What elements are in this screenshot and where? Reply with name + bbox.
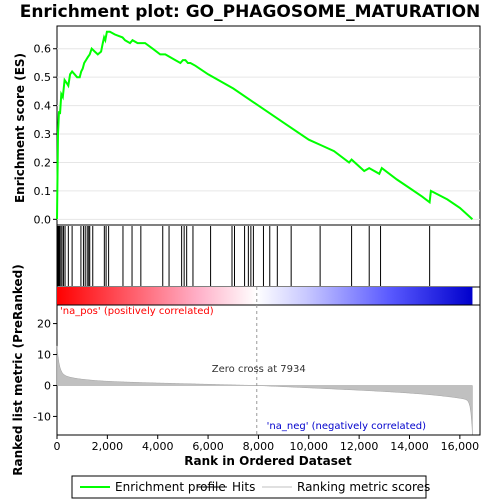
x-tick-label: 4,000 (142, 440, 174, 453)
x-tick-label: 10,000 (290, 440, 329, 453)
x-tick-label: 2,000 (92, 440, 124, 453)
es-panel-frame (57, 26, 480, 225)
x-tick-label: 16,000 (441, 440, 480, 453)
rank-axis-label: Rank in Ordered Dataset (184, 454, 352, 468)
legend-label: Hits (232, 480, 255, 494)
hits-panel-frame (57, 225, 480, 287)
metric-ytick-label: -10 (33, 410, 51, 423)
es-ytick-label: 0.6 (34, 43, 52, 56)
es-ytick-label: 0.5 (34, 71, 52, 84)
x-tick-label: 0 (54, 440, 61, 453)
x-tick-label: 14,000 (390, 440, 429, 453)
metric-axis-label: Ranked list metric (PreRanked) (11, 264, 25, 476)
es-ytick-label: 0.0 (34, 213, 52, 226)
positive-correlation-label: 'na_pos' (positively correlated) (60, 306, 214, 317)
x-tick-label: 8,000 (243, 440, 275, 453)
metric-ytick-label: 0 (44, 379, 51, 392)
rank-color-band (57, 287, 472, 305)
legend-label: Ranking metric scores (297, 480, 430, 494)
chart-title: Enrichment plot: GO_PHAGOSOME_MATURATION (20, 2, 481, 22)
es-ytick-label: 0.2 (34, 156, 52, 169)
es-ytick-label: 0.4 (34, 100, 52, 113)
es-ytick-label: 0.3 (34, 128, 52, 141)
es-axis-label: Enrichment score (ES) (13, 53, 27, 203)
metric-ytick-label: 10 (37, 349, 51, 362)
es-ytick-label: 0.1 (34, 185, 52, 198)
x-tick-label: 12,000 (340, 440, 379, 453)
zero-cross-label: Zero cross at 7934 (212, 364, 306, 375)
x-tick-label: 6,000 (192, 440, 224, 453)
metric-ytick-label: 20 (37, 318, 51, 331)
negative-correlation-label: 'na_neg' (negatively correlated) (267, 421, 426, 432)
